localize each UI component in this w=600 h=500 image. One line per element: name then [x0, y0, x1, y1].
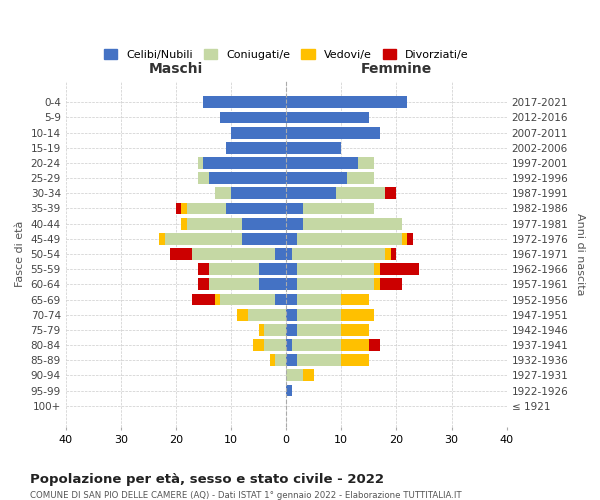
Text: Maschi: Maschi [149, 62, 203, 76]
Bar [259, 264, 286, 275]
Bar [341, 294, 369, 306]
Bar [165, 233, 242, 245]
Bar [209, 278, 259, 290]
Bar [242, 218, 286, 230]
Bar [259, 278, 286, 290]
Bar [286, 324, 297, 336]
Bar [181, 202, 187, 214]
Bar [303, 218, 402, 230]
Bar [286, 264, 297, 275]
Bar [203, 96, 286, 108]
Bar [286, 188, 336, 199]
Bar [193, 248, 275, 260]
Bar [242, 233, 286, 245]
Bar [220, 112, 286, 124]
Bar [341, 324, 369, 336]
Bar [369, 339, 380, 351]
Bar [297, 278, 374, 290]
Text: COMUNE DI SAN PIO DELLE CAMERE (AQ) - Dati ISTAT 1° gennaio 2022 - Elaborazione : COMUNE DI SAN PIO DELLE CAMERE (AQ) - Da… [30, 491, 461, 500]
Bar [297, 264, 374, 275]
Bar [286, 339, 292, 351]
Bar [292, 339, 341, 351]
Bar [193, 294, 215, 306]
Bar [231, 188, 286, 199]
Bar [187, 202, 226, 214]
Bar [226, 142, 286, 154]
Bar [187, 218, 242, 230]
Bar [286, 294, 297, 306]
Bar [215, 188, 231, 199]
Bar [297, 354, 341, 366]
Bar [198, 278, 209, 290]
Bar [275, 294, 286, 306]
Bar [231, 126, 286, 138]
Bar [286, 218, 303, 230]
Bar [374, 264, 380, 275]
Bar [236, 309, 248, 320]
Bar [286, 112, 369, 124]
Y-axis label: Fasce di età: Fasce di età [15, 221, 25, 287]
Bar [248, 309, 286, 320]
Bar [181, 218, 187, 230]
Bar [209, 172, 286, 184]
Bar [297, 309, 341, 320]
Bar [374, 278, 380, 290]
Bar [380, 278, 402, 290]
Bar [286, 126, 380, 138]
Bar [170, 248, 193, 260]
Bar [347, 172, 374, 184]
Bar [264, 324, 286, 336]
Bar [292, 248, 385, 260]
Bar [176, 202, 181, 214]
Bar [203, 157, 286, 169]
Bar [297, 233, 402, 245]
Bar [286, 142, 341, 154]
Bar [259, 324, 264, 336]
Bar [198, 172, 209, 184]
Y-axis label: Anni di nascita: Anni di nascita [575, 213, 585, 296]
Text: Femmine: Femmine [361, 62, 432, 76]
Bar [385, 188, 397, 199]
Bar [269, 354, 275, 366]
Bar [286, 384, 292, 396]
Bar [341, 354, 369, 366]
Bar [160, 233, 165, 245]
Bar [286, 248, 292, 260]
Bar [286, 202, 303, 214]
Bar [286, 354, 297, 366]
Bar [286, 233, 297, 245]
Bar [275, 354, 286, 366]
Bar [286, 96, 407, 108]
Bar [380, 264, 419, 275]
Legend: Celibi/Nubili, Coniugati/e, Vedovi/e, Divorziati/e: Celibi/Nubili, Coniugati/e, Vedovi/e, Di… [100, 44, 473, 64]
Bar [303, 370, 314, 382]
Bar [286, 172, 347, 184]
Bar [286, 370, 303, 382]
Bar [198, 157, 203, 169]
Bar [198, 264, 209, 275]
Bar [226, 202, 286, 214]
Bar [341, 309, 374, 320]
Bar [286, 157, 358, 169]
Bar [286, 309, 297, 320]
Bar [407, 233, 413, 245]
Bar [385, 248, 391, 260]
Bar [303, 202, 374, 214]
Bar [391, 248, 397, 260]
Bar [286, 278, 297, 290]
Bar [264, 339, 286, 351]
Bar [297, 294, 341, 306]
Bar [297, 324, 341, 336]
Bar [215, 294, 220, 306]
Bar [253, 339, 264, 351]
Text: Popolazione per età, sesso e stato civile - 2022: Popolazione per età, sesso e stato civil… [30, 472, 384, 486]
Bar [275, 248, 286, 260]
Bar [209, 264, 259, 275]
Bar [358, 157, 374, 169]
Bar [336, 188, 385, 199]
Bar [220, 294, 275, 306]
Bar [402, 233, 407, 245]
Bar [341, 339, 369, 351]
